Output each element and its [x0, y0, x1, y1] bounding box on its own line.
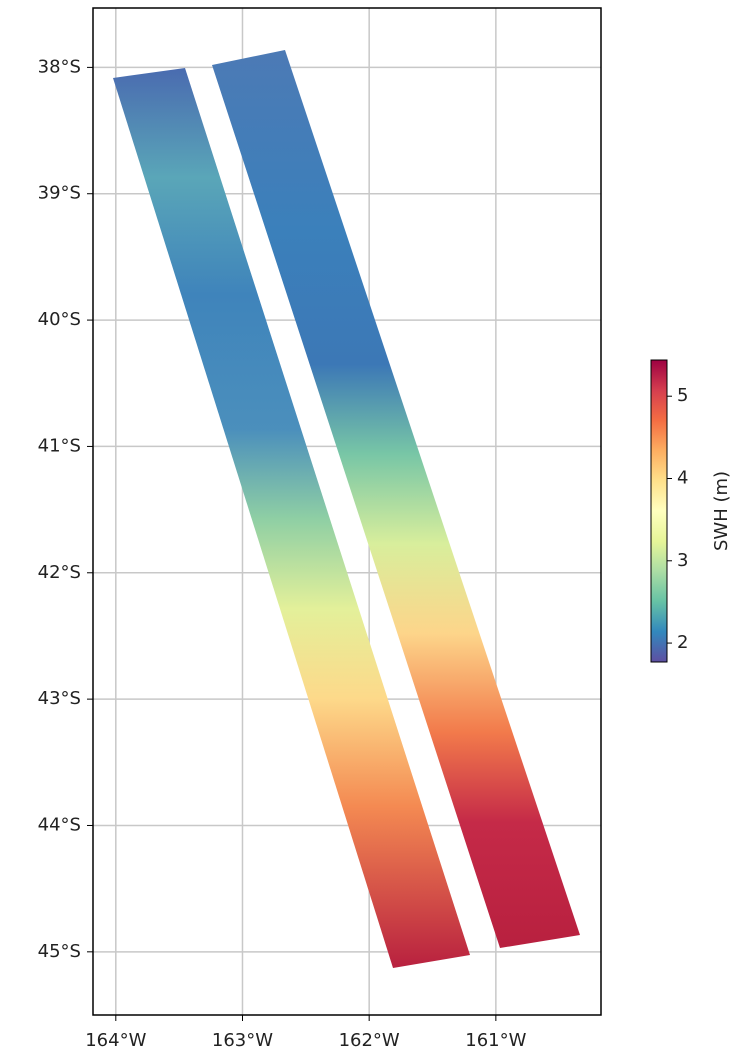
x-tick-label: 161°W — [465, 1030, 526, 1051]
colorbar — [650, 359, 668, 663]
colorbar-tick-label: 2 — [677, 632, 688, 653]
y-tick-label: 45°S — [38, 941, 81, 962]
map-frame — [92, 7, 602, 1016]
y-tick-label: 40°S — [38, 309, 81, 330]
y-tick-label: 44°S — [38, 814, 81, 835]
swath — [113, 68, 470, 968]
y-tick-label: 43°S — [38, 688, 81, 709]
x-tick-label: 162°W — [339, 1030, 400, 1051]
y-tick-label: 38°S — [38, 56, 81, 77]
colorbar-tick-label: 5 — [677, 385, 688, 406]
y-tick-label: 39°S — [38, 183, 81, 204]
colorbar-label: SWH (m) — [711, 471, 732, 551]
colorbar-tick-label: 3 — [677, 550, 688, 571]
colorbar-tick-label: 4 — [677, 467, 688, 488]
y-tick-label: 42°S — [38, 562, 81, 583]
swath — [212, 50, 580, 948]
y-tick-label: 41°S — [38, 435, 81, 456]
x-tick-label: 163°W — [212, 1030, 273, 1051]
x-tick-label: 164°W — [85, 1030, 146, 1051]
